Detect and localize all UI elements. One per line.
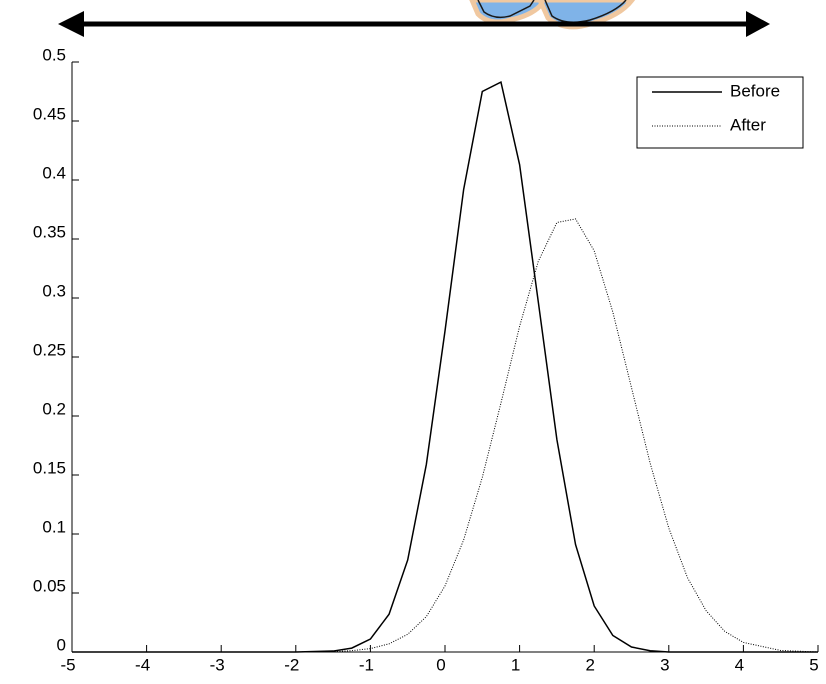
legend: Before After: [636, 76, 804, 149]
y-tick-label: 0.25: [33, 340, 66, 359]
x-tick-label: 1: [511, 655, 520, 674]
y-tick-label: 0.05: [33, 576, 66, 595]
x-tick-label: 2: [585, 655, 594, 674]
x-tick-label: 4: [735, 655, 744, 674]
y-tick-label: 0.35: [33, 222, 66, 241]
y-tick-label: 0.2: [42, 399, 66, 418]
double-arrow: [58, 11, 770, 37]
y-tick-label: 0.15: [33, 458, 66, 477]
y-tick-label: 0.1: [42, 517, 66, 536]
x-tick-label: -5: [60, 655, 75, 674]
x-tick-label: 0: [436, 655, 445, 674]
y-tick-label: 0: [57, 635, 66, 654]
series-line: [72, 80, 818, 653]
x-tick-label: -3: [210, 655, 225, 674]
x-tick-label: -2: [284, 655, 299, 674]
y-tick-label: 0.4: [42, 163, 66, 182]
x-tick-label: -4: [135, 655, 150, 674]
legend-label: After: [730, 115, 766, 134]
x-tick-label: 3: [660, 655, 669, 674]
y-tick-label: 0.5: [42, 45, 66, 64]
x-tick-label: -1: [359, 655, 374, 674]
series-line: [72, 218, 819, 653]
x-tick-label: 5: [809, 655, 818, 674]
legend-label: Before: [730, 81, 780, 100]
y-tick-label: 0.45: [33, 104, 66, 123]
y-tick-label: 0.3: [42, 281, 66, 300]
